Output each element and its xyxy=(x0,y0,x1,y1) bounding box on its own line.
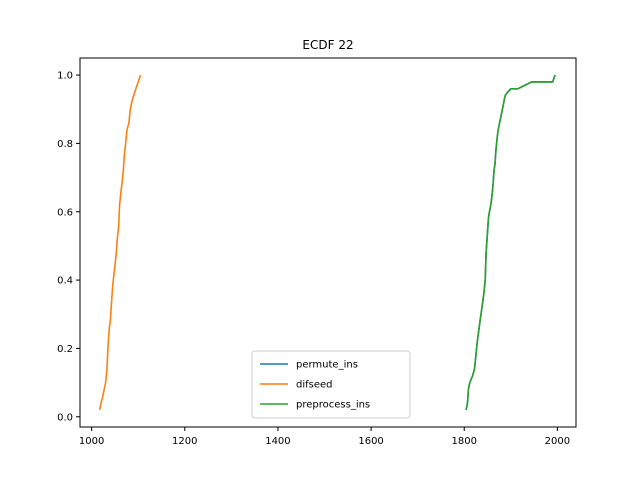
y-tick-label: 0.0 xyxy=(57,412,73,423)
chart-title: ECDF 22 xyxy=(302,38,353,52)
legend-label: preprocess_ins xyxy=(296,400,370,411)
x-tick-label: 1400 xyxy=(265,436,290,447)
plot-frame xyxy=(79,57,577,428)
x-tick-label: 2000 xyxy=(545,436,570,447)
series-lines xyxy=(98,74,556,411)
x-tick-label: 1200 xyxy=(172,436,197,447)
legend-label: difseed xyxy=(296,380,333,391)
x-tick-label: 1800 xyxy=(451,436,476,447)
y-tick-label: 0.6 xyxy=(57,207,73,218)
y-tick-label: 0.2 xyxy=(57,344,73,355)
legend-label: permute_ins xyxy=(296,360,358,371)
x-tick-label: 1600 xyxy=(358,436,383,447)
x-tick-label: 1000 xyxy=(79,436,104,447)
y-tick-label: 0.4 xyxy=(57,276,73,287)
series-line-difseed xyxy=(98,74,142,411)
legend-box xyxy=(251,350,411,419)
y-tick-label: 1.0 xyxy=(57,71,73,82)
series-line-permute-ins xyxy=(465,74,556,411)
axis-ticks: 1000 1200 1400 1600 1800 2000 0.0 0.2 0.4 0.6 0.8 1… xyxy=(57,71,570,447)
y-tick-label: 0.8 xyxy=(57,139,73,150)
series-line-preprocess-ins xyxy=(465,74,556,411)
